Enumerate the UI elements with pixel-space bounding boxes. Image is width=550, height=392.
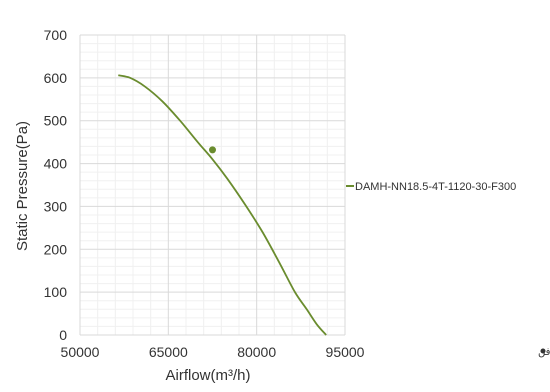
grid-minor	[80, 35, 345, 335]
y-tick-label: 100	[44, 284, 68, 300]
series-layer	[118, 74, 327, 336]
y-tick-label: 400	[44, 156, 68, 172]
y-tick-label: 200	[44, 241, 68, 257]
y-tick-label: 300	[44, 198, 68, 214]
grid-major	[79, 34, 346, 336]
y-tick-label: 600	[44, 70, 68, 86]
y-tick-label: 700	[44, 27, 68, 43]
y-tick-label: 500	[44, 113, 68, 129]
legend: DAMH-NN18.5-4T-1120-30-F300 نقطه عملکرد …	[346, 181, 550, 358]
ticks-layer: 0 100 200 300 400 500 600 700 50000 65000 80000 950…	[44, 27, 365, 360]
legend-series-label: DAMH-NN18.5-4T-1120-30-F300	[355, 181, 516, 193]
y-axis-title: Static Pressure(Pa)	[14, 121, 31, 251]
y-tick-label: 0	[59, 327, 67, 343]
legend-point-swatch	[540, 348, 546, 354]
x-axis-title: Airflow(m³/h)	[166, 367, 251, 384]
optimal-point-marker	[209, 146, 216, 154]
x-tick-label: 80000	[237, 344, 276, 360]
legend-point-label: نقطه عملکرد بهینه فن	[538, 347, 550, 358]
x-tick-label: 65000	[149, 344, 188, 360]
series-line	[118, 74, 327, 336]
x-tick-label: 50000	[61, 344, 100, 360]
x-tick-label: 95000	[326, 344, 365, 360]
